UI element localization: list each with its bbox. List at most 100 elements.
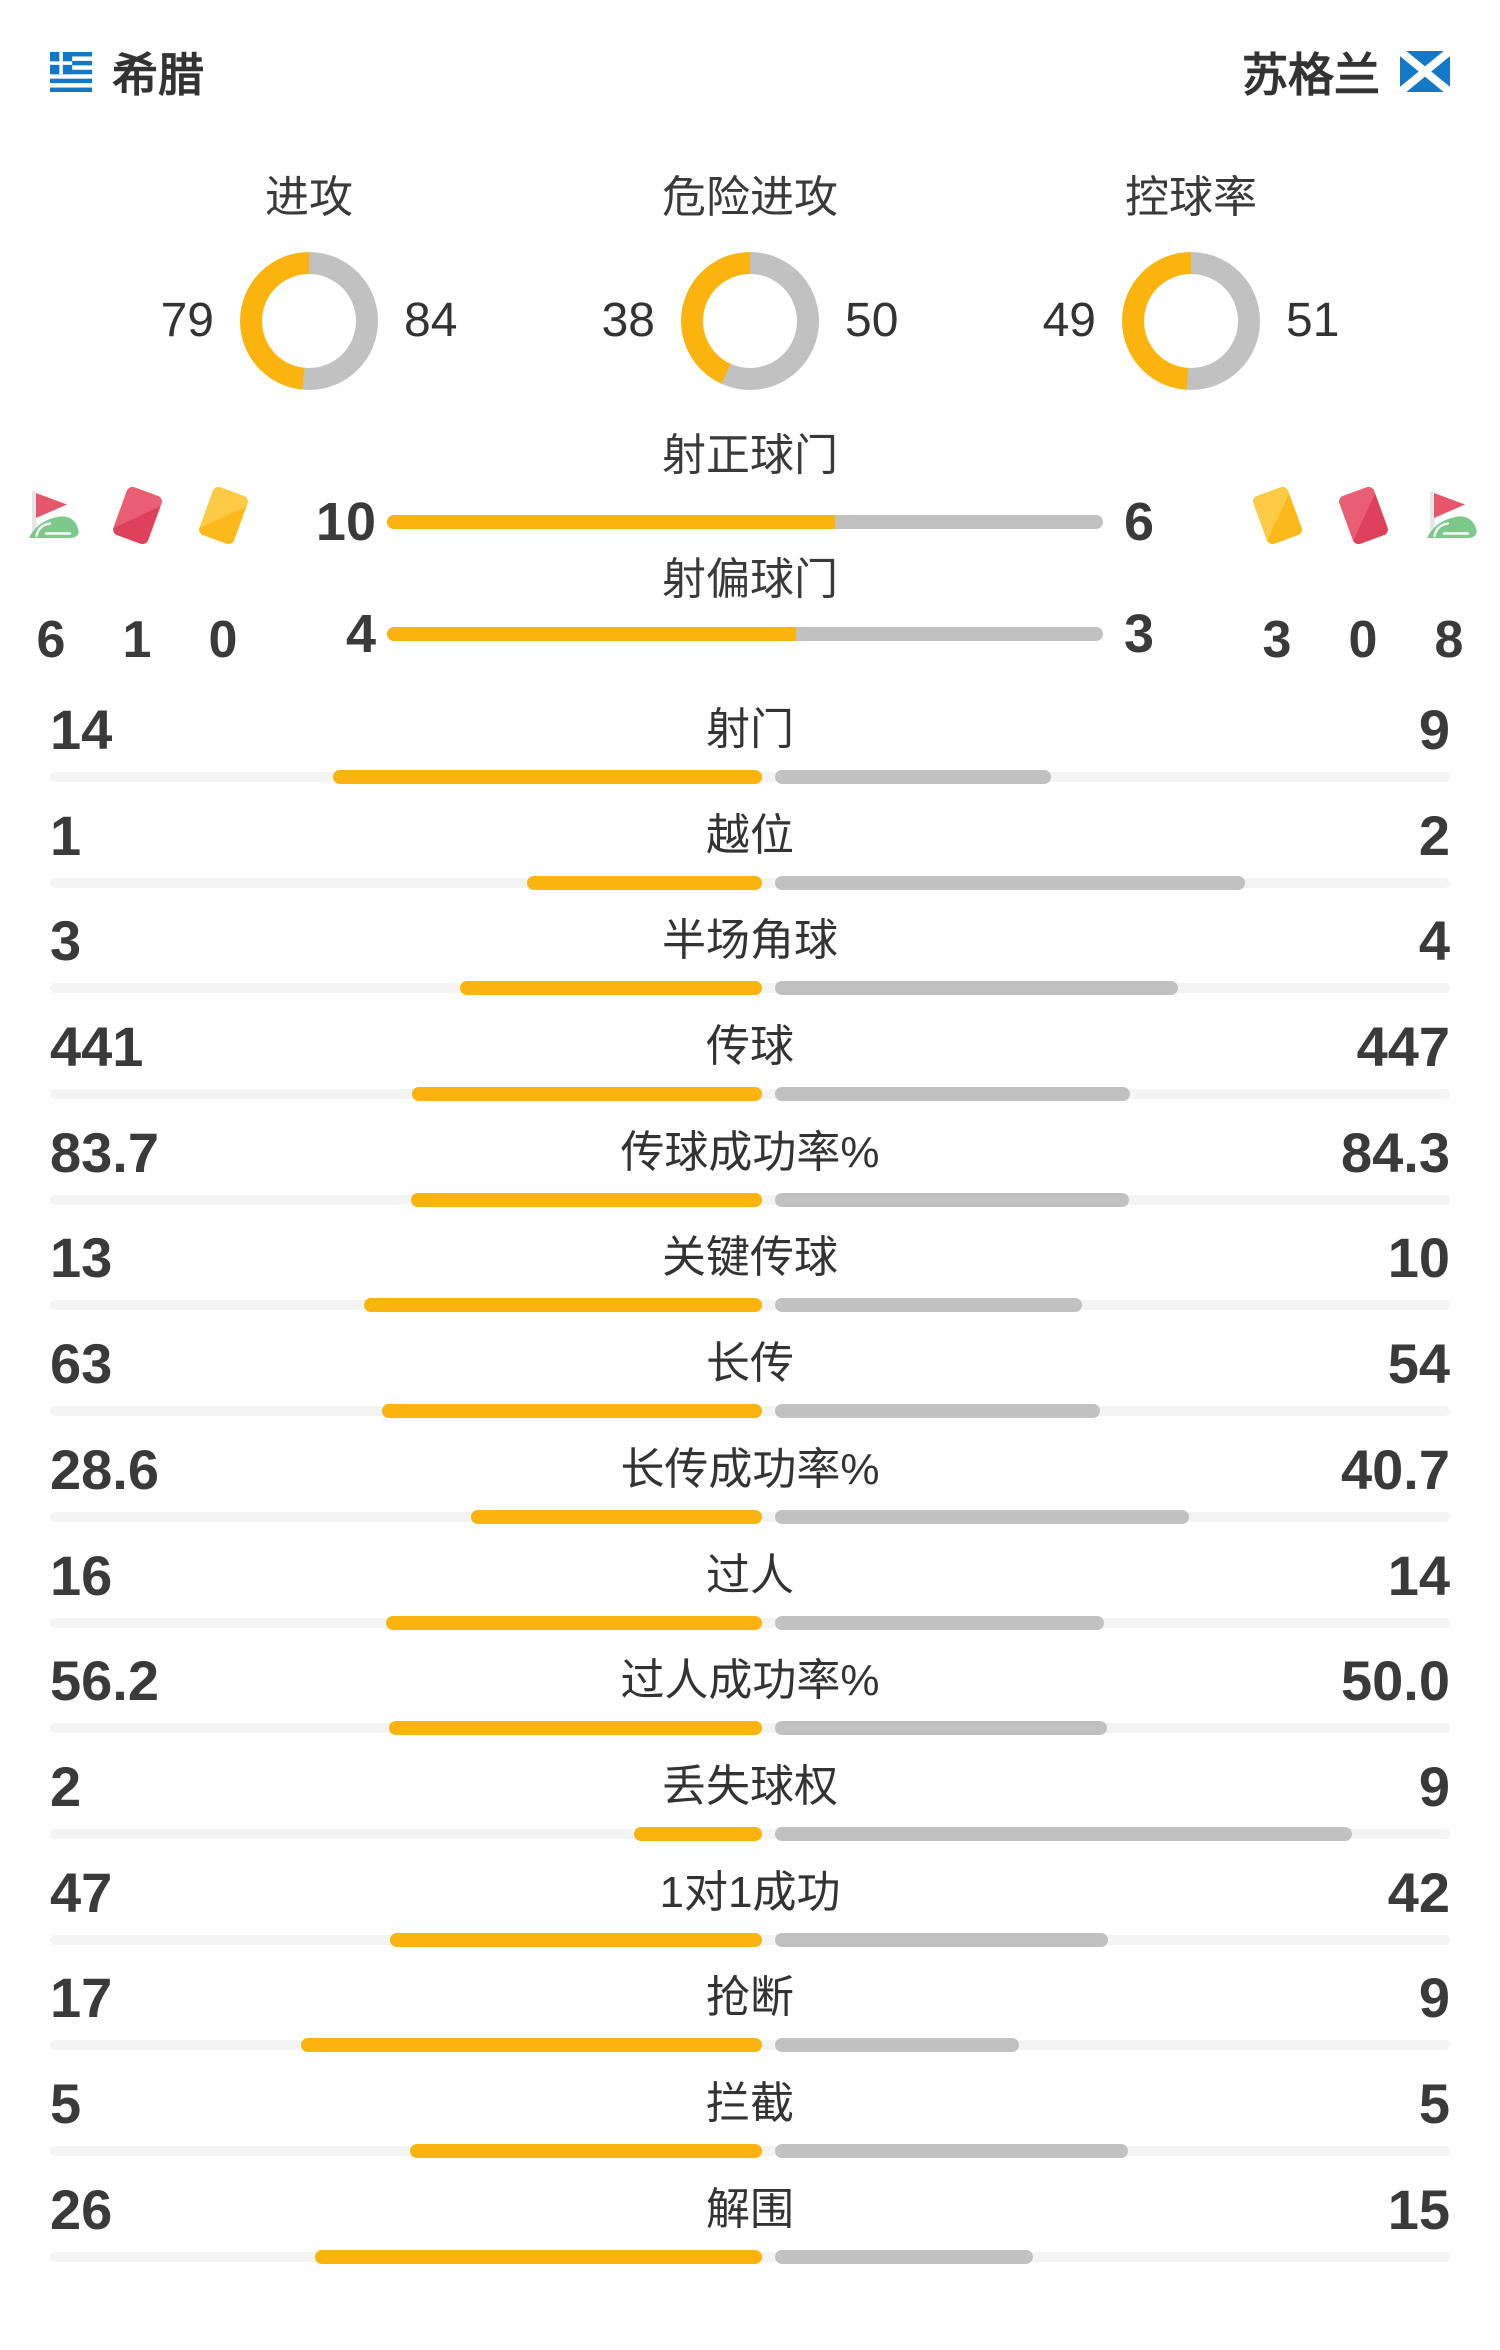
shot-bar-fill-home xyxy=(387,627,797,641)
shot-bar-title: 射偏球门 xyxy=(662,555,838,604)
stat-home-value: 83.7 xyxy=(50,1120,159,1184)
stat-row: 1 越位 2 xyxy=(50,803,1450,890)
stat-label: 长传成功率% xyxy=(620,1444,880,1494)
stat-home-value: 5 xyxy=(50,2071,82,2135)
home-value: 49 xyxy=(1042,294,1096,347)
stat-bar-away xyxy=(775,875,1245,890)
stat-row: 63 长传 54 xyxy=(50,1332,1450,1419)
shot-bar-title: 射正球门 xyxy=(662,431,838,480)
shot-bar-track xyxy=(387,627,1103,641)
yellow-card-icon xyxy=(1250,484,1304,546)
stat-row: 28.6 长传成功率% 40.7 xyxy=(50,1440,1450,1524)
stat-away-value: 9 xyxy=(1418,1754,1450,1818)
donut-chart-2: 控球率 49 51 xyxy=(1032,174,1350,390)
stat-bar-home xyxy=(388,1721,762,1736)
stat-bar-away xyxy=(775,2038,1020,2053)
stat-bar-home xyxy=(386,1615,762,1630)
stat-label: 半场角球 xyxy=(662,916,838,966)
stat-bar-away xyxy=(775,1298,1082,1313)
stat-bar-home xyxy=(410,1192,762,1207)
stat-bar-away xyxy=(775,1087,1130,1102)
stat-home-value: 26 xyxy=(50,2177,113,2241)
stat-row: 2 丢失球权 9 xyxy=(50,1754,1450,1841)
corner-flag-icon xyxy=(29,491,79,538)
away-team-name: 苏格兰 xyxy=(1242,49,1380,101)
stat-bar-away xyxy=(775,1932,1108,1947)
yellow-card-icon xyxy=(196,484,250,546)
stat-row: 16 过人 14 xyxy=(50,1546,1450,1630)
home-value: 4 xyxy=(345,604,376,664)
stat-home-value: 13 xyxy=(50,1226,113,1290)
stat-row: 5 拦截 5 xyxy=(50,2071,1450,2158)
stat-bar-away xyxy=(775,981,1178,996)
stat-track xyxy=(50,875,1450,890)
stat-row: 3 半场角球 4 xyxy=(50,909,1450,996)
stat-bar-home xyxy=(301,2038,762,2053)
stat-home-value: 17 xyxy=(50,1966,113,2030)
donut-ring xyxy=(1122,252,1260,390)
stat-label: 射门 xyxy=(706,705,794,754)
stat-home-value: 3 xyxy=(50,909,82,973)
stat-away-value: 9 xyxy=(1418,698,1450,761)
stat-bar-away xyxy=(775,1509,1190,1524)
stat-bar-home xyxy=(332,770,762,784)
icon-slot-corner-flag: 6 xyxy=(8,482,94,666)
stat-track xyxy=(50,981,1450,996)
stat-bar-home xyxy=(363,1298,762,1313)
stat-row: 26 解围 15 xyxy=(50,2177,1450,2264)
stat-away-value: 4 xyxy=(1418,909,1450,973)
red-card-icon xyxy=(1336,484,1390,546)
shot-bar-row: 10 6 xyxy=(312,478,1188,558)
stat-label: 过人成功率% xyxy=(620,1656,880,1706)
donut-title: 控球率 xyxy=(1125,173,1257,222)
stat-home-value: 56.2 xyxy=(50,1649,159,1713)
stat-rows: 14 射门 9 1 越位 2 3 半场角球 4 441 传球 447 83.7 传球成功率% 84.3 13 关… xyxy=(0,698,1500,2264)
stat-track xyxy=(50,1192,1450,1207)
stat-track xyxy=(50,2143,1450,2158)
stat-home-value: 2 xyxy=(50,1754,82,1818)
stat-row: 14 射门 9 xyxy=(50,698,1450,784)
stat-label: 丢失球权 xyxy=(662,1761,838,1811)
donut-hole xyxy=(1144,274,1238,368)
stat-row: 56.2 过人成功率% 50.0 xyxy=(50,1649,1450,1736)
stat-away-value: 15 xyxy=(1387,2177,1450,2241)
away-value: 51 xyxy=(1286,294,1340,347)
stat-row: 441 传球 447 xyxy=(50,1015,1450,1102)
stat-bar-away xyxy=(775,2249,1033,2264)
stat-bar-home xyxy=(633,1826,762,1841)
icon-count: 1 xyxy=(122,611,152,669)
icon-slot-red-card: 1 xyxy=(94,482,180,666)
stat-away-value: 50.0 xyxy=(1341,1649,1450,1713)
icon-count: 3 xyxy=(1262,611,1292,669)
stat-away-value: 54 xyxy=(1387,1332,1450,1396)
icon-count: 8 xyxy=(1434,611,1464,669)
shot-bars: 射正球门 10 6 射偏球门 4 3 xyxy=(312,434,1188,666)
stat-track xyxy=(50,770,1450,784)
stat-label: 拦截 xyxy=(706,2078,794,2128)
donut-hole xyxy=(703,274,797,368)
stat-away-value: 447 xyxy=(1356,1015,1450,1079)
stat-track xyxy=(50,2249,1450,2264)
icon-slot-yellow-card: 0 xyxy=(180,482,266,666)
donut-charts: 进攻 79 84 危险进攻 38 50 控球率 49 51 xyxy=(0,174,1500,390)
stat-away-value: 10 xyxy=(1387,1226,1450,1290)
home-value: 10 xyxy=(315,492,376,552)
donut-title: 进攻 xyxy=(265,173,353,222)
stat-away-value: 2 xyxy=(1418,803,1450,867)
stat-bar-away xyxy=(775,2143,1128,2158)
stat-track xyxy=(50,1721,1450,1736)
stat-bar-home xyxy=(382,1404,762,1419)
icon-count: 6 xyxy=(36,611,66,669)
icon-count: 0 xyxy=(1348,611,1378,669)
team-away: 苏格兰 xyxy=(1242,47,1453,101)
donut-chart-0: 进攻 79 84 xyxy=(150,174,468,390)
stat-bar-away xyxy=(775,1192,1129,1207)
stat-bar-home xyxy=(471,1509,762,1524)
stat-row: 13 关键传球 10 xyxy=(50,1226,1450,1313)
donut-ring xyxy=(240,252,378,390)
stat-track xyxy=(50,1826,1450,1841)
scotland-flag-icon xyxy=(1397,47,1453,99)
